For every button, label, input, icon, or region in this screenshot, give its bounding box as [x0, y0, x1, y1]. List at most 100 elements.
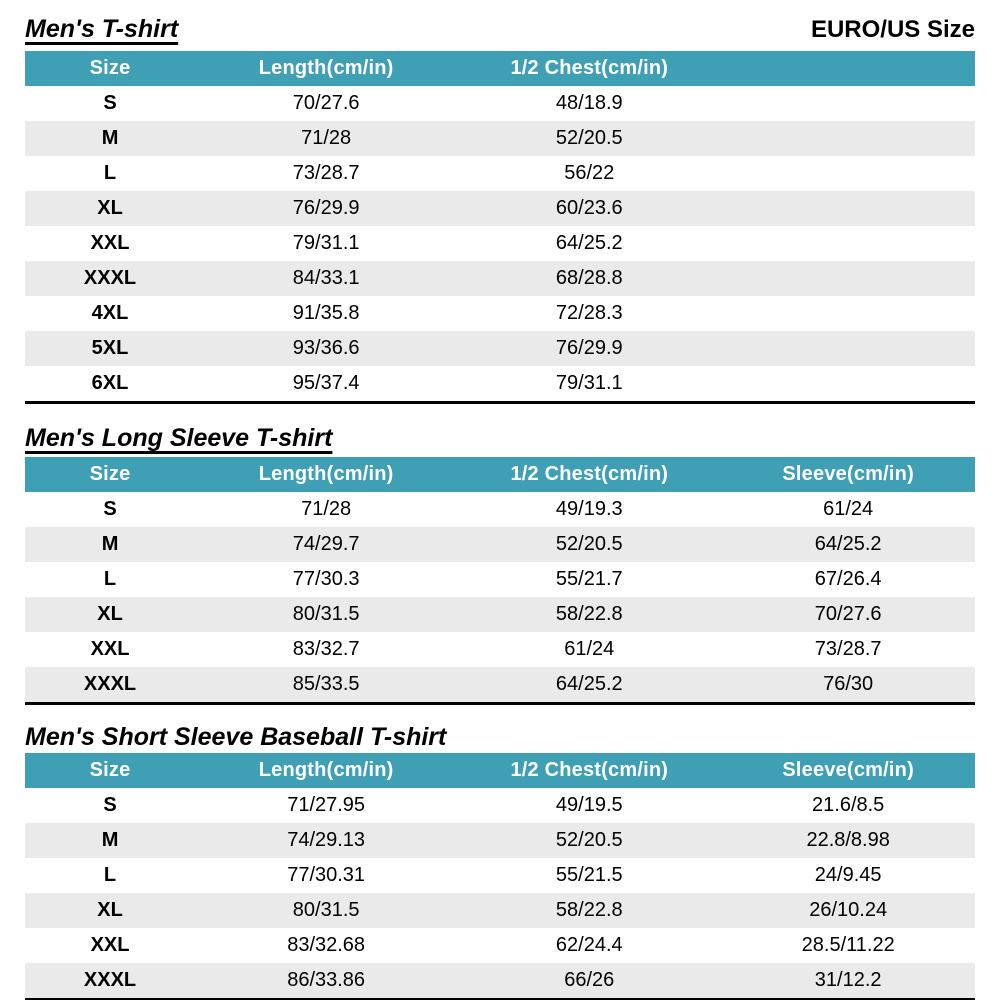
column-header: Length(cm/in) [195, 457, 458, 492]
size-cell: L [103, 864, 117, 886]
measurement-cell [721, 366, 975, 403]
measurement-cell: 93/36.6 [292, 337, 360, 359]
measurement-cell: 60/23.6 [555, 197, 623, 219]
measurement-cell: 80/31.5 [292, 603, 360, 625]
column-header: Sleeve(cm/in) [721, 457, 975, 492]
measurement-cell: 71/28 [301, 498, 352, 520]
measurement-cell [721, 191, 975, 226]
size-cell: XXL [90, 232, 130, 254]
size-cell: XL [97, 899, 123, 921]
measurement-cell: 58/22.8 [555, 603, 623, 625]
measurement-cell: 55/21.7 [555, 568, 623, 590]
measurement-cell: 24/9.45 [814, 864, 882, 886]
measurement-cell: 76/29.9 [292, 197, 360, 219]
measurement-cell: 77/30.3 [292, 568, 360, 590]
size-cell: M [101, 829, 119, 851]
table-row: S 71/27.95 49/19.5 21.6/8.5 [25, 788, 975, 823]
header-row: Size Length(cm/in) 1/2 Chest(cm/in) [25, 51, 975, 86]
measurement-cell: 52/20.5 [555, 533, 623, 555]
measurement-cell: 26/10.24 [809, 899, 888, 921]
measurement-cell: 84/33.1 [292, 267, 360, 289]
measurement-cell: 62/24.4 [555, 934, 623, 956]
table-row: XL 80/31.5 58/22.8 70/27.6 [25, 597, 975, 632]
size-cell: XXL [90, 638, 130, 660]
table-row: XXL 83/32.68 62/24.4 28.5/11.22 [25, 928, 975, 963]
table-row: M 74/29.13 52/20.5 22.8/8.98 [25, 823, 975, 858]
size-cell: L [103, 162, 117, 184]
mens-tshirt-table: Size Length(cm/in) 1/2 Chest(cm/in) S 70/27… [25, 51, 975, 404]
measurement-cell: 31/12.2 [814, 969, 882, 991]
measurement-cell: 85/33.5 [292, 673, 360, 695]
table-row: M 74/29.7 52/20.5 64/25.2 [25, 527, 975, 562]
table-row: XXXL 85/33.5 64/25.2 76/30 [25, 667, 975, 704]
measurement-cell: 77/30.31 [287, 864, 366, 886]
measurement-cell: 28.5/11.22 [801, 934, 895, 956]
measurement-cell: 67/26.4 [814, 568, 882, 590]
table-row: M 71/28 52/20.5 [25, 121, 975, 156]
table-row: 5XL 93/36.6 76/29.9 [25, 331, 975, 366]
measurement-cell: 56/22 [564, 162, 615, 184]
table-row: XXXL 86/33.86 66/26 31/12.2 [25, 963, 975, 1000]
column-header: 1/2 Chest(cm/in) [457, 51, 722, 86]
size-cell: L [103, 568, 117, 590]
measurement-cell: 80/31.5 [292, 899, 360, 921]
size-cell: 4XL [91, 302, 129, 324]
measurement-cell: 91/35.8 [292, 302, 360, 324]
measurement-cell: 64/25.2 [814, 533, 882, 555]
table-row: L 77/30.3 55/21.7 67/26.4 [25, 562, 975, 597]
table-row: XXL 83/32.7 61/24 73/28.7 [25, 632, 975, 667]
column-header: Size [25, 753, 196, 788]
table-title-mens-tshirt: Men's T-shirt [25, 15, 179, 43]
measurement-cell: 83/32.68 [287, 934, 366, 956]
measurement-cell: 21.6/8.5 [812, 794, 885, 816]
measurement-cell: 72/28.3 [555, 302, 623, 324]
size-cell: M [101, 533, 119, 555]
column-header [721, 51, 975, 86]
column-header: Length(cm/in) [195, 753, 458, 788]
measurement-cell: 73/28.7 [292, 162, 360, 184]
table-title-mens-long-sleeve-tshirt: Men's Long Sleeve T-shirt [25, 424, 333, 452]
measurement-cell [721, 86, 975, 121]
column-header: Sleeve(cm/in) [721, 753, 975, 788]
mens-baseball-table: Size Length(cm/in) 1/2 Chest(cm/in) Sleeve(… [25, 753, 975, 1000]
size-cell: XXXL [83, 969, 137, 991]
measurement-cell: 22.8/8.98 [806, 829, 890, 851]
measurement-cell: 68/28.8 [555, 267, 623, 289]
column-header: Length(cm/in) [195, 51, 458, 86]
measurement-cell: 66/26 [564, 969, 615, 991]
size-cell: 5XL [91, 337, 129, 359]
table-row: L 77/30.31 55/21.5 24/9.45 [25, 858, 975, 893]
measurement-cell: 61/24 [823, 498, 874, 520]
measurement-cell: 58/22.8 [555, 899, 623, 921]
table-row: XL 76/29.9 60/23.6 [25, 191, 975, 226]
mens-long-sleeve-table: Size Length(cm/in) 1/2 Chest(cm/in) Sleeve(… [25, 457, 975, 705]
measurement-cell [721, 156, 975, 191]
table-row: XXL 79/31.1 64/25.2 [25, 226, 975, 261]
table-row: S 71/28 49/19.3 61/24 [25, 492, 975, 527]
size-cell: S [103, 498, 117, 520]
measurement-cell: 76/29.9 [555, 337, 623, 359]
measurement-cell: 71/27.95 [287, 794, 366, 816]
measurement-cell: 76/30 [823, 673, 874, 695]
measurement-cell: 95/37.4 [292, 372, 360, 394]
measurement-cell [721, 331, 975, 366]
measurement-cell: 74/29.13 [287, 829, 366, 851]
header-row: Size Length(cm/in) 1/2 Chest(cm/in) Sleeve(… [25, 457, 975, 492]
table-row: XL 80/31.5 58/22.8 26/10.24 [25, 893, 975, 928]
measurement-cell: 49/19.3 [555, 498, 623, 520]
measurement-cell: 61/24 [564, 638, 615, 660]
measurement-cell [721, 261, 975, 296]
measurement-cell [721, 226, 975, 261]
size-cell: XXXL [83, 673, 137, 695]
size-standard-label: EURO/US Size [810, 16, 975, 43]
column-header: Size [25, 51, 196, 86]
table-row: 4XL 91/35.8 72/28.3 [25, 296, 975, 331]
measurement-cell: 49/19.5 [555, 794, 623, 816]
table-row: 6XL 95/37.4 79/31.1 [25, 366, 975, 403]
measurement-cell [721, 296, 975, 331]
size-cell: S [103, 794, 117, 816]
measurement-cell: 48/18.9 [555, 92, 623, 114]
measurement-cell: 52/20.5 [555, 127, 623, 149]
measurement-cell: 73/28.7 [814, 638, 882, 660]
